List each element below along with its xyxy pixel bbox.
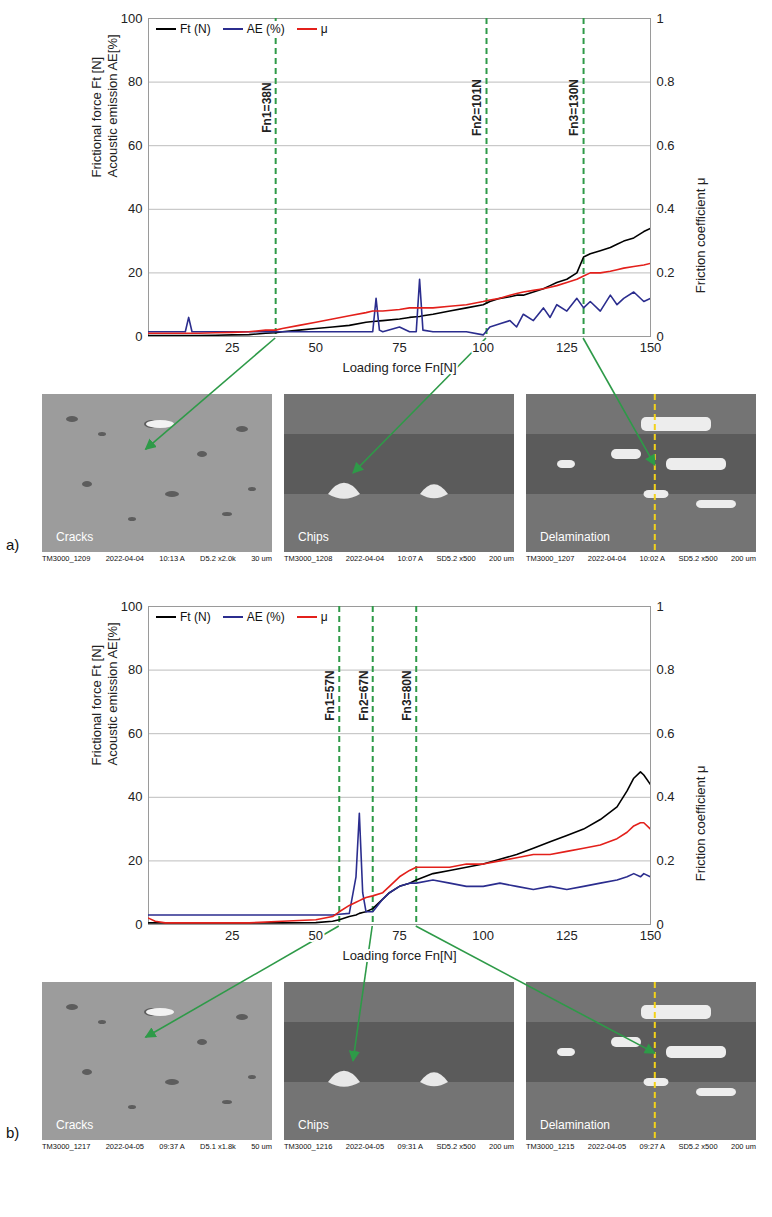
html-text:TM3000_1215: TM3000_1215 (526, 1142, 575, 1151)
html-text:2022-04-05: 2022-04-05 (105, 1142, 144, 1151)
svg-text:Loading force Fn[N]: Loading force Fn[N] (342, 948, 456, 963)
html-text:Ft (N): Ft (N) (180, 22, 211, 36)
html-text:Delamination: Delamination (540, 530, 610, 544)
html-text:Chips: Chips (298, 1118, 329, 1132)
svg-text:50: 50 (309, 340, 323, 355)
html-text:TM3000_1208: TM3000_1208 (284, 554, 333, 563)
svg-text:60: 60 (128, 726, 142, 741)
html-text:30 um: 30 um (251, 554, 272, 563)
html-text:D5.2 x2.0k: D5.2 x2.0k (200, 554, 236, 563)
svg-text:0.4: 0.4 (657, 789, 675, 804)
svg-text:40: 40 (128, 789, 142, 804)
svg-text:100: 100 (121, 599, 143, 614)
html-text:D5.1 x1.8k: D5.1 x1.8k (200, 1142, 236, 1151)
svg-text:Fn3=80N: Fn3=80N (400, 670, 414, 720)
svg-text:0.8: 0.8 (657, 662, 675, 677)
svg-text:Fn1=38N: Fn1=38N (260, 82, 274, 132)
svg-text:Fn2=101N: Fn2=101N (470, 79, 484, 136)
html-text:SD5.2 x500: SD5.2 x500 (678, 554, 718, 563)
svg-text:75: 75 (392, 928, 406, 943)
html-text:2022-04-05: 2022-04-05 (345, 1142, 385, 1151)
html-text:μ: μ (320, 610, 328, 624)
html-text:2022-04-05: 2022-04-05 (587, 1142, 627, 1151)
html-text:Delamination: Delamination (540, 1118, 610, 1132)
html-text:μ: μ (320, 22, 328, 36)
svg-text:100: 100 (472, 340, 494, 355)
svg-text:0.6: 0.6 (657, 726, 675, 741)
html-text:SD5.2 x500: SD5.2 x500 (436, 554, 476, 563)
html-text:Ft (N): Ft (N) (180, 610, 211, 624)
html-text:200 um: 200 um (489, 1142, 514, 1151)
svg-text:60: 60 (128, 138, 142, 153)
html-text:200 um: 200 um (489, 554, 514, 563)
svg-text:1: 1 (657, 11, 664, 26)
html-text:09:37 A: 09:37 A (159, 1142, 185, 1151)
svg-text:0.8: 0.8 (657, 74, 675, 89)
svg-text:150: 150 (640, 340, 662, 355)
html-text:10:02 A: 10:02 A (639, 554, 665, 563)
svg-text:0: 0 (135, 329, 142, 344)
html-text:AE (%): AE (%) (246, 610, 285, 624)
html-text:09:27 A: 09:27 A (639, 1142, 665, 1151)
svg-text:Acoustic emission AE[%]: Acoustic emission AE[%] (105, 34, 120, 177)
svg-text:125: 125 (556, 340, 578, 355)
svg-text:Frictional force Ft [N]: Frictional force Ft [N] (89, 57, 104, 178)
svg-text:25: 25 (225, 928, 239, 943)
html-text:TM3000_1217: TM3000_1217 (42, 1142, 91, 1151)
html-text:200 um: 200 um (731, 1142, 756, 1151)
svg-text:Fn1=57N: Fn1=57N (323, 670, 337, 720)
html-text:2022-04-04: 2022-04-04 (345, 554, 385, 563)
svg-text:Fn3=130N: Fn3=130N (567, 79, 581, 136)
svg-text:20: 20 (128, 265, 142, 280)
svg-text:0.2: 0.2 (657, 853, 675, 868)
html-text:50 um: 50 um (251, 1142, 272, 1151)
svg-text:75: 75 (392, 340, 406, 355)
html-text:Cracks: Cracks (56, 530, 94, 544)
svg-text:150: 150 (640, 928, 662, 943)
html-text:09:31 A: 09:31 A (397, 1142, 423, 1151)
svg-text:0.2: 0.2 (657, 265, 675, 280)
svg-text:0: 0 (656, 328, 664, 344)
html-text:SD5.2 x500: SD5.2 x500 (678, 1142, 718, 1151)
svg-text:100: 100 (472, 928, 494, 943)
svg-text:Friction coefficient μ: Friction coefficient μ (693, 766, 708, 882)
svg-text:Acoustic emission AE[%]: Acoustic emission AE[%] (105, 622, 120, 765)
svg-text:0.4: 0.4 (657, 201, 675, 216)
svg-text:125: 125 (556, 928, 578, 943)
svg-text:Fn2=67N: Fn2=67N (357, 670, 371, 720)
html-text:b): b) (6, 1124, 20, 1141)
html-text:AE (%): AE (%) (246, 22, 285, 36)
svg-text:100: 100 (121, 11, 143, 26)
html-text:Cracks: Cracks (56, 1118, 94, 1132)
svg-text:Friction coefficient μ: Friction coefficient μ (693, 178, 708, 294)
html-text:TM3000_1216: TM3000_1216 (284, 1142, 333, 1151)
svg-text:20: 20 (128, 853, 142, 868)
html-text:a): a) (6, 536, 20, 553)
html-text:2022-04-04: 2022-04-04 (587, 554, 627, 563)
svg-text:50: 50 (309, 928, 323, 943)
svg-text:Frictional force Ft [N]: Frictional force Ft [N] (89, 645, 104, 766)
svg-text:40: 40 (128, 201, 142, 216)
svg-text:Loading force Fn[N]: Loading force Fn[N] (342, 360, 456, 375)
html-text:10:13 A: 10:13 A (159, 554, 185, 563)
html-text:10:07 A: 10:07 A (397, 554, 423, 563)
html-text:TM3000_1207: TM3000_1207 (526, 554, 575, 563)
html-text:TM3000_1209: TM3000_1209 (42, 554, 91, 563)
html-text:2022-04-04: 2022-04-04 (105, 554, 144, 563)
html-text:200 um: 200 um (731, 554, 756, 563)
svg-text:1: 1 (657, 599, 664, 614)
svg-text:0.6: 0.6 (657, 138, 675, 153)
html-text:Chips: Chips (298, 530, 329, 544)
svg-text:25: 25 (225, 340, 239, 355)
svg-text:0: 0 (135, 917, 142, 932)
svg-text:80: 80 (128, 662, 142, 677)
html-text:SD5.2 x500: SD5.2 x500 (436, 1142, 476, 1151)
svg-text:0: 0 (656, 916, 664, 932)
svg-text:80: 80 (128, 74, 142, 89)
